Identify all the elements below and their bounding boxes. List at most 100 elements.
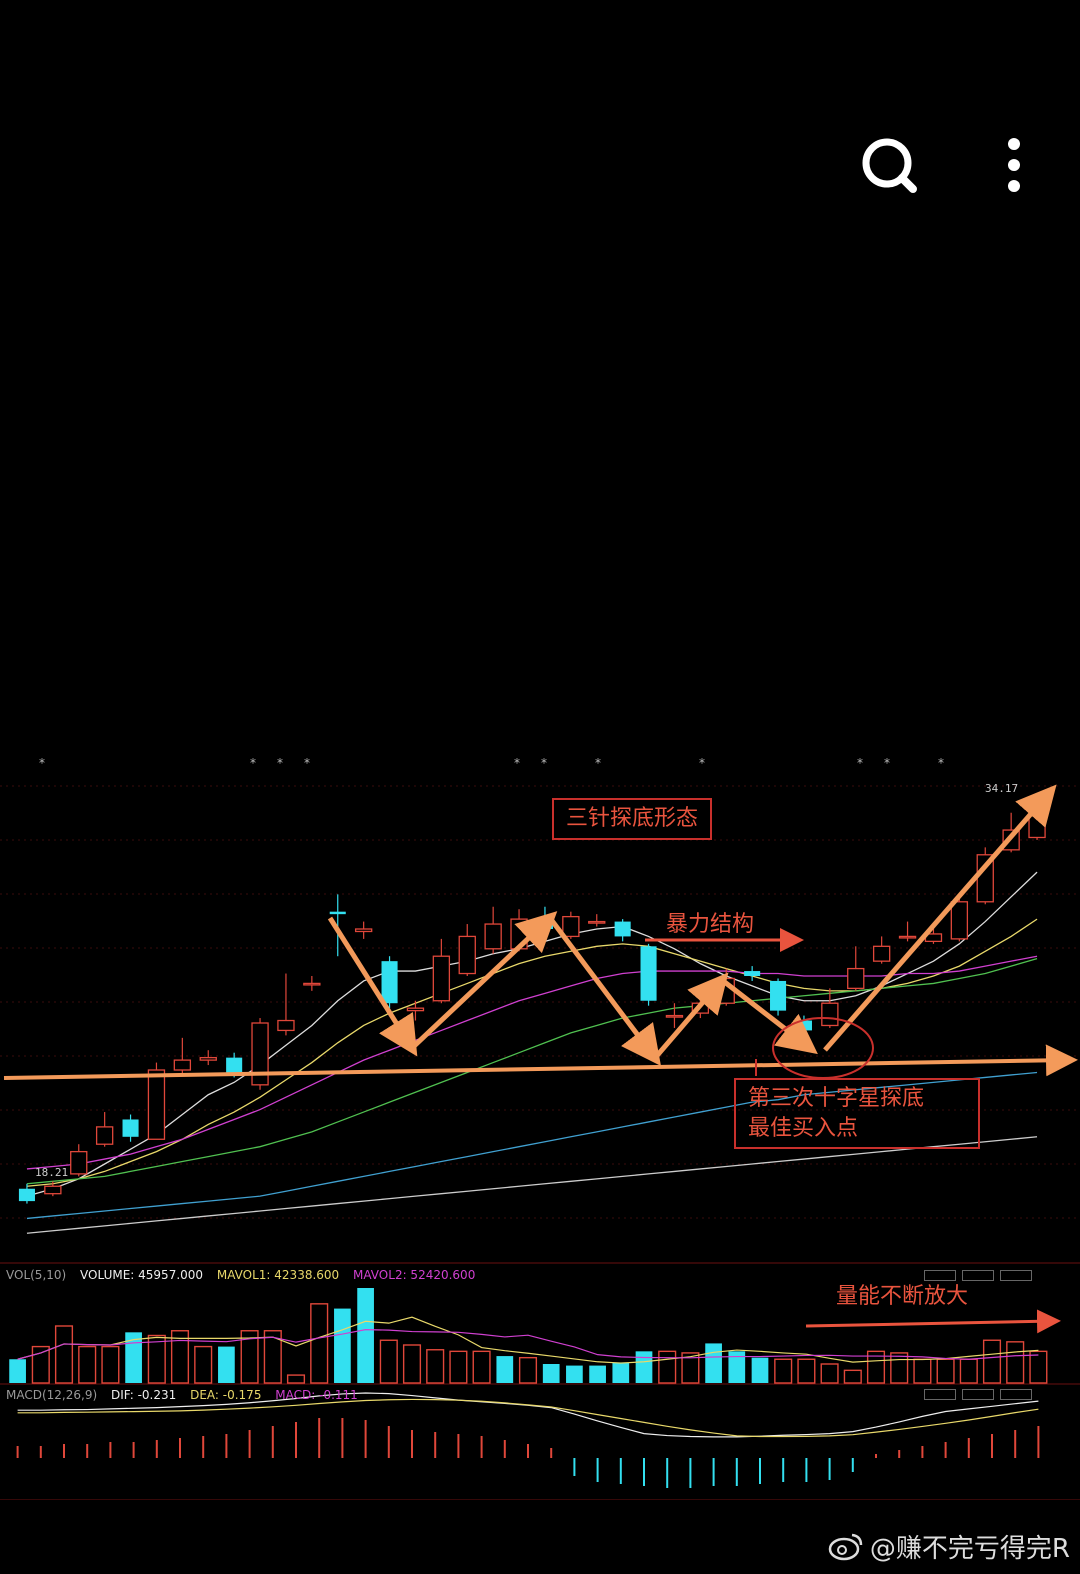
event-marker: * xyxy=(699,758,705,770)
candle-body xyxy=(147,1069,166,1140)
mavol2-value: MAVOL2: 52420.600 xyxy=(353,1268,476,1282)
volume-bar xyxy=(797,1358,816,1384)
event-marker: * xyxy=(541,758,547,770)
volume-bar xyxy=(449,1350,468,1384)
volume-bar xyxy=(959,1358,978,1384)
volume-bar xyxy=(890,1352,909,1384)
candle-body xyxy=(354,928,373,933)
violent-structure-label: 暴力结构 xyxy=(666,912,755,937)
candle-body xyxy=(665,1014,684,1018)
volume-bar xyxy=(357,1288,374,1383)
panel-button[interactable] xyxy=(962,1389,994,1400)
moving-average-ma4 xyxy=(26,958,1038,1185)
annotation-overlay xyxy=(3,784,1078,1334)
trend-arrow xyxy=(653,972,729,1060)
price-low-label: 18.21 xyxy=(35,1166,69,1179)
candle-body xyxy=(18,1188,35,1202)
watermark: @赚不完亏得完R xyxy=(828,1526,1070,1566)
support-line xyxy=(3,1044,1078,1080)
candle-body xyxy=(821,1002,839,1027)
candle-body xyxy=(770,980,787,1011)
candle-body xyxy=(640,946,657,1001)
volume-bar xyxy=(728,1351,746,1383)
volume-bar xyxy=(681,1352,700,1384)
volume-bar xyxy=(843,1369,862,1384)
volume-bar xyxy=(774,1358,793,1384)
stock-chart: * * * * * * * * * * * 34.17 18.21 三针探底形态 暴力结构 第三次十… xyxy=(0,758,1080,1500)
volume-bar xyxy=(334,1308,351,1383)
more-vertical-icon[interactable] xyxy=(980,130,1050,200)
volume-bar xyxy=(125,1332,142,1383)
volume-panel-buttons xyxy=(924,1270,1032,1281)
panel-button[interactable] xyxy=(1000,1389,1032,1400)
volume-bar xyxy=(566,1365,583,1383)
volume-bar xyxy=(1006,1341,1025,1384)
volume-bar xyxy=(982,1339,1002,1384)
event-marker: * xyxy=(938,758,944,770)
candle-body xyxy=(70,1150,88,1175)
candle-body xyxy=(199,1056,217,1061)
mavol1-line xyxy=(17,1316,1039,1364)
event-marker: * xyxy=(857,758,863,770)
candle-body xyxy=(122,1119,139,1137)
panel-button[interactable] xyxy=(1000,1270,1032,1281)
candle-body xyxy=(44,1185,62,1195)
volume-bar xyxy=(1029,1350,1048,1384)
volume-bar xyxy=(472,1350,491,1384)
volume-bar xyxy=(170,1330,190,1384)
buy-point-circle xyxy=(772,1017,874,1079)
third-doji-label: 第三次十字星探底 xyxy=(748,1086,925,1111)
mavol2-line xyxy=(17,1329,1039,1360)
top-bar xyxy=(0,0,1080,330)
weibo-icon xyxy=(828,1533,863,1561)
best-buy-label: 最佳买入点 xyxy=(748,1115,859,1141)
dea-line xyxy=(17,1398,1039,1438)
volume-bar xyxy=(589,1365,606,1383)
pattern-title-box: 三针探底形态 xyxy=(552,798,713,840)
event-marker: * xyxy=(884,758,890,770)
volume-bar xyxy=(866,1350,886,1384)
pattern-title: 三针探底形态 xyxy=(566,806,699,831)
macd-panel-header: MACD(12,26,9) DIF: -0.231 DEA: -0.175 MA… xyxy=(6,1388,368,1402)
macd-panel-title: MACD(12,26,9) xyxy=(6,1388,98,1402)
candle-body xyxy=(303,982,321,986)
chart-canvas: * * * * * * * * * * * xyxy=(0,758,1080,1500)
volume-bar xyxy=(263,1330,282,1384)
buy-point-box: 第三次十字星探底 最佳买入点 xyxy=(734,1078,980,1150)
candle-body xyxy=(562,915,580,938)
volume-bar xyxy=(936,1358,955,1384)
moving-average-ma6 xyxy=(26,1136,1038,1234)
volume-bar xyxy=(194,1345,213,1384)
breakout-arrow xyxy=(823,784,1057,1052)
candle-body xyxy=(251,1022,269,1086)
candle-body xyxy=(95,1126,114,1145)
volume-bar xyxy=(751,1357,769,1383)
volume-value: VOLUME: 45957.000 xyxy=(80,1268,204,1282)
volume-bar xyxy=(913,1358,932,1384)
volume-bar xyxy=(286,1374,306,1384)
event-marker: * xyxy=(277,758,283,770)
volume-bar xyxy=(31,1345,50,1384)
candle-body xyxy=(898,935,917,939)
event-marker: * xyxy=(39,758,45,770)
candle-body xyxy=(588,920,606,924)
panel-button[interactable] xyxy=(924,1389,956,1400)
volume-panel-header: VOL(5,10) VOLUME: 45957.000 MAVOL1: 4233… xyxy=(6,1268,485,1282)
volume-bar xyxy=(820,1363,839,1384)
candle-body xyxy=(872,945,891,962)
panel-button[interactable] xyxy=(924,1270,956,1281)
volume-bar xyxy=(310,1303,329,1384)
trend-arrow xyxy=(720,978,818,1055)
volume-bar xyxy=(379,1339,398,1384)
volume-bar xyxy=(78,1345,97,1384)
trend-arrow xyxy=(410,911,558,1050)
candle-body xyxy=(484,923,502,950)
trend-arrow xyxy=(548,916,661,1066)
moving-average-ma3 xyxy=(26,955,1038,1170)
panel-button[interactable] xyxy=(962,1270,994,1281)
volume-bar xyxy=(240,1330,259,1384)
macd-panel-buttons xyxy=(924,1389,1032,1400)
candle-body xyxy=(432,955,451,1002)
search-icon[interactable] xyxy=(855,130,925,200)
volume-arrow xyxy=(805,1309,1061,1334)
